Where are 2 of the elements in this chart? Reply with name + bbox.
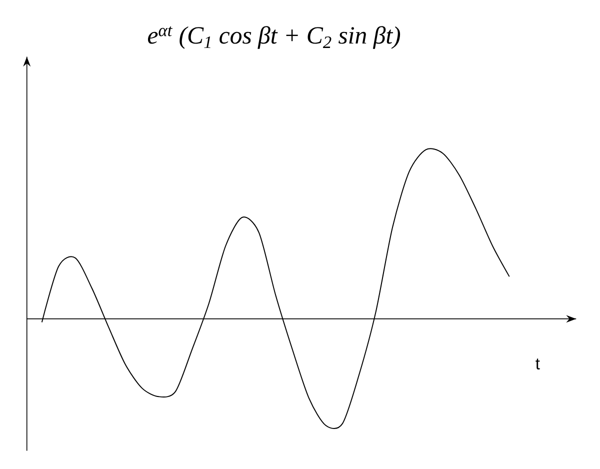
x-axis-title: t [536, 358, 540, 370]
chart-title: e$^{αt}$ (C$_{1}$ cos βt + C$_{2}$ sin βt) [148, 26, 400, 50]
